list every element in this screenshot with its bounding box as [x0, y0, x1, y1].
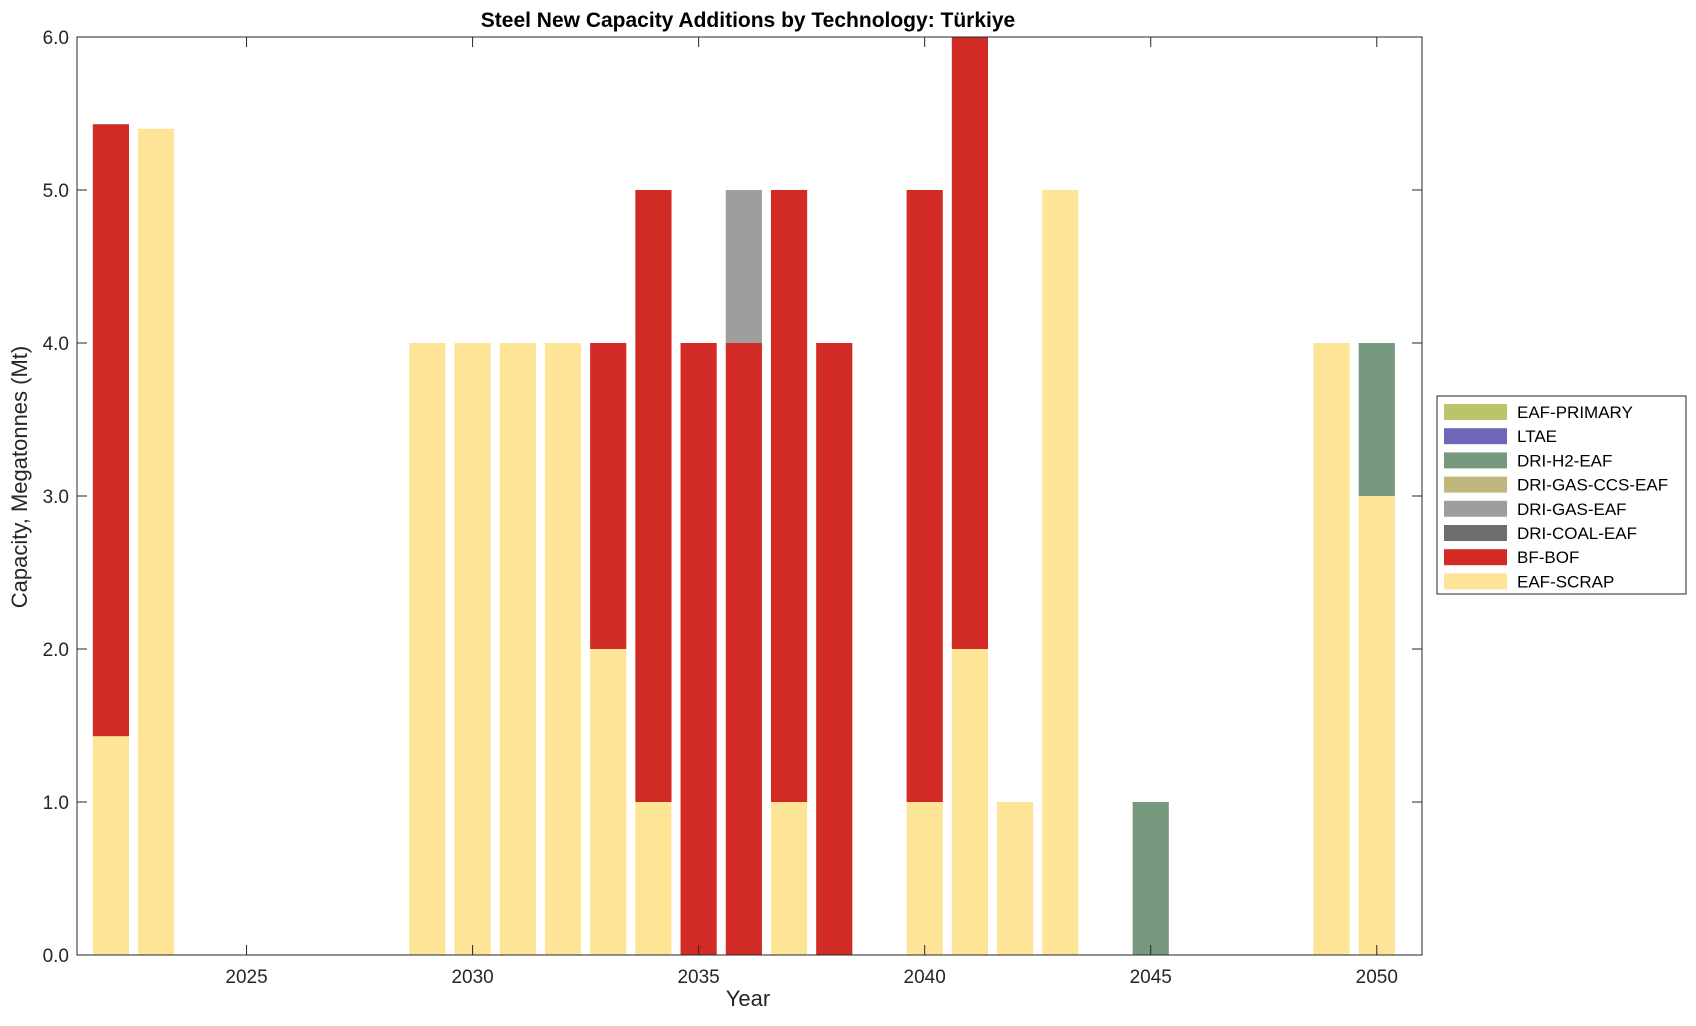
bar-bf-bof-2034	[635, 190, 672, 802]
bar-bf-bof-2022	[92, 124, 129, 737]
bar-bf-bof-2035	[680, 343, 717, 955]
bar-eaf-scrap-2023	[138, 128, 175, 956]
y-tick-label: 1.0	[43, 793, 69, 814]
bar-dri-h2-eaf-2050	[1358, 343, 1395, 496]
bar-dri-h2-eaf-2045	[1132, 802, 1169, 955]
x-tick-label: 2040	[904, 967, 946, 988]
bar-bf-bof-2037	[770, 190, 808, 802]
x-tick-label: 2050	[1356, 967, 1398, 988]
legend-label-eaf-scrap: EAF-SCRAP	[1517, 572, 1614, 591]
bar-bf-bof-2033	[590, 343, 627, 649]
bar-eaf-scrap-2022	[92, 736, 129, 955]
x-tick-label: 2035	[677, 967, 719, 988]
y-tick-label: 4.0	[43, 334, 69, 355]
bar-eaf-scrap-2030	[454, 343, 491, 955]
y-tick-label: 5.0	[43, 181, 69, 202]
x-axis-title: Year	[726, 986, 770, 1011]
legend-swatch-ltae	[1444, 428, 1507, 445]
legend-label-dri-gas-ccs-eaf: DRI-GAS-CCS-EAF	[1517, 476, 1668, 495]
bar-eaf-scrap-2037	[770, 802, 808, 955]
y-tick-label: 6.0	[43, 28, 69, 49]
legend-label-dri-coal-eaf: DRI-COAL-EAF	[1517, 524, 1637, 543]
legend-swatch-dri-gas-eaf	[1444, 500, 1507, 517]
bar-eaf-scrap-2050	[1358, 496, 1395, 955]
legend-label-eaf-primary: EAF-PRIMARY	[1517, 403, 1633, 422]
bar-eaf-scrap-2043	[1042, 190, 1079, 955]
axes-layer: 2025 2030 2035 2040 2045 2050 0.0 1.0 2.0 3.0 4.0 5…	[43, 28, 1423, 988]
bar-bf-bof-2036	[725, 343, 762, 955]
bar-eaf-scrap-2029	[409, 343, 446, 955]
chart-title: Steel New Capacity Additions by Technolo…	[481, 9, 1015, 32]
y-tick-label: 2.0	[43, 640, 69, 661]
bar-eaf-scrap-2042	[997, 802, 1034, 955]
legend-swatch-bf-bof	[1444, 549, 1507, 566]
bar-eaf-scrap-2049	[1313, 343, 1350, 955]
bar-eaf-scrap-2031	[499, 343, 536, 955]
legend-label-dri-h2-eaf: DRI-H2-EAF	[1517, 451, 1612, 470]
y-tick-label: 0.0	[43, 946, 69, 967]
legend-swatch-eaf-scrap	[1444, 573, 1507, 590]
bar-eaf-scrap-2032	[544, 343, 582, 955]
legend-label-dri-gas-eaf: DRI-GAS-EAF	[1517, 500, 1627, 519]
bar-bf-bof-2041	[951, 37, 988, 649]
bars-layer	[92, 37, 1395, 956]
legend-swatch-dri-coal-eaf	[1444, 525, 1507, 541]
x-tick-label: 2025	[225, 967, 267, 988]
bar-eaf-scrap-2040	[906, 802, 943, 955]
legend-swatch-eaf-primary	[1444, 404, 1507, 420]
x-tick-label: 2030	[451, 967, 493, 988]
legend-swatch-dri-h2-eaf	[1444, 452, 1507, 469]
bar-eaf-scrap-2041	[951, 649, 988, 955]
legend-swatch-dri-gas-ccs-eaf	[1444, 476, 1507, 493]
bar-bf-bof-2038	[816, 343, 853, 955]
bar-bf-bof-2040	[906, 190, 943, 802]
legend-label-bf-bof: BF-BOF	[1517, 548, 1579, 567]
x-tick-label: 2045	[1130, 967, 1172, 988]
legend-label-ltae: LTAE	[1517, 427, 1557, 446]
bar-dri-gas-eaf-2036	[725, 190, 762, 343]
bar-eaf-scrap-2034	[635, 802, 672, 955]
legend: EAF-PRIMARY LTAE DRI-H2-EAF DRI-GAS-CCS-EAF…	[1436, 395, 1687, 595]
bar-eaf-scrap-2033	[590, 649, 627, 955]
y-tick-label: 3.0	[43, 487, 69, 508]
y-axis-title: Capacity, Megatonnes (Mt)	[7, 346, 32, 608]
